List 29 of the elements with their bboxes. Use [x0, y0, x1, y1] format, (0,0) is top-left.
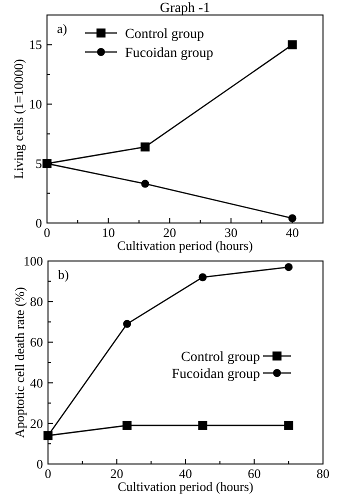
y-axis-title: Living cells (1=10000): [11, 59, 26, 179]
x-tick-label: 10: [102, 225, 115, 240]
x-tick-label: 30: [224, 225, 238, 240]
y-tick-label: 60: [30, 334, 43, 350]
x-tick-label: 20: [163, 225, 176, 240]
x-axis-title: Cultivation period (hours): [117, 238, 253, 253]
y-tick-label: 100: [24, 254, 43, 268]
x-tick-label: 20: [110, 466, 124, 481]
y-tick-label: 0: [36, 456, 43, 472]
y-tick-label: 0: [36, 216, 42, 230]
legend-label: Fucoidan group: [172, 367, 260, 382]
legend-label: Control group: [181, 350, 260, 365]
y-tick-label: 80: [30, 294, 43, 310]
chart-title: Graph -1: [160, 1, 210, 16]
y-tick-label: 40: [30, 375, 43, 390]
x-axis-title: Cultivation period (hours): [118, 479, 254, 494]
x-tick-label: 40: [179, 466, 192, 481]
y-tick-label: 5: [36, 156, 42, 172]
y-tick-label: 15: [29, 37, 42, 52]
x-tick-label: 60: [248, 466, 261, 481]
y-tick-label: 20: [30, 416, 43, 431]
annotation: a): [57, 21, 68, 36]
x-tick-label: 40: [286, 225, 299, 240]
legend-label: Fucoidan group: [125, 46, 214, 61]
x-tick-label: 80: [316, 466, 330, 481]
y-axis-title: Apoptotic cell death rate (%): [12, 287, 27, 438]
y-tick-label: 10: [29, 96, 42, 112]
legend-label: Control group: [125, 27, 204, 42]
annotation: b): [58, 267, 69, 282]
